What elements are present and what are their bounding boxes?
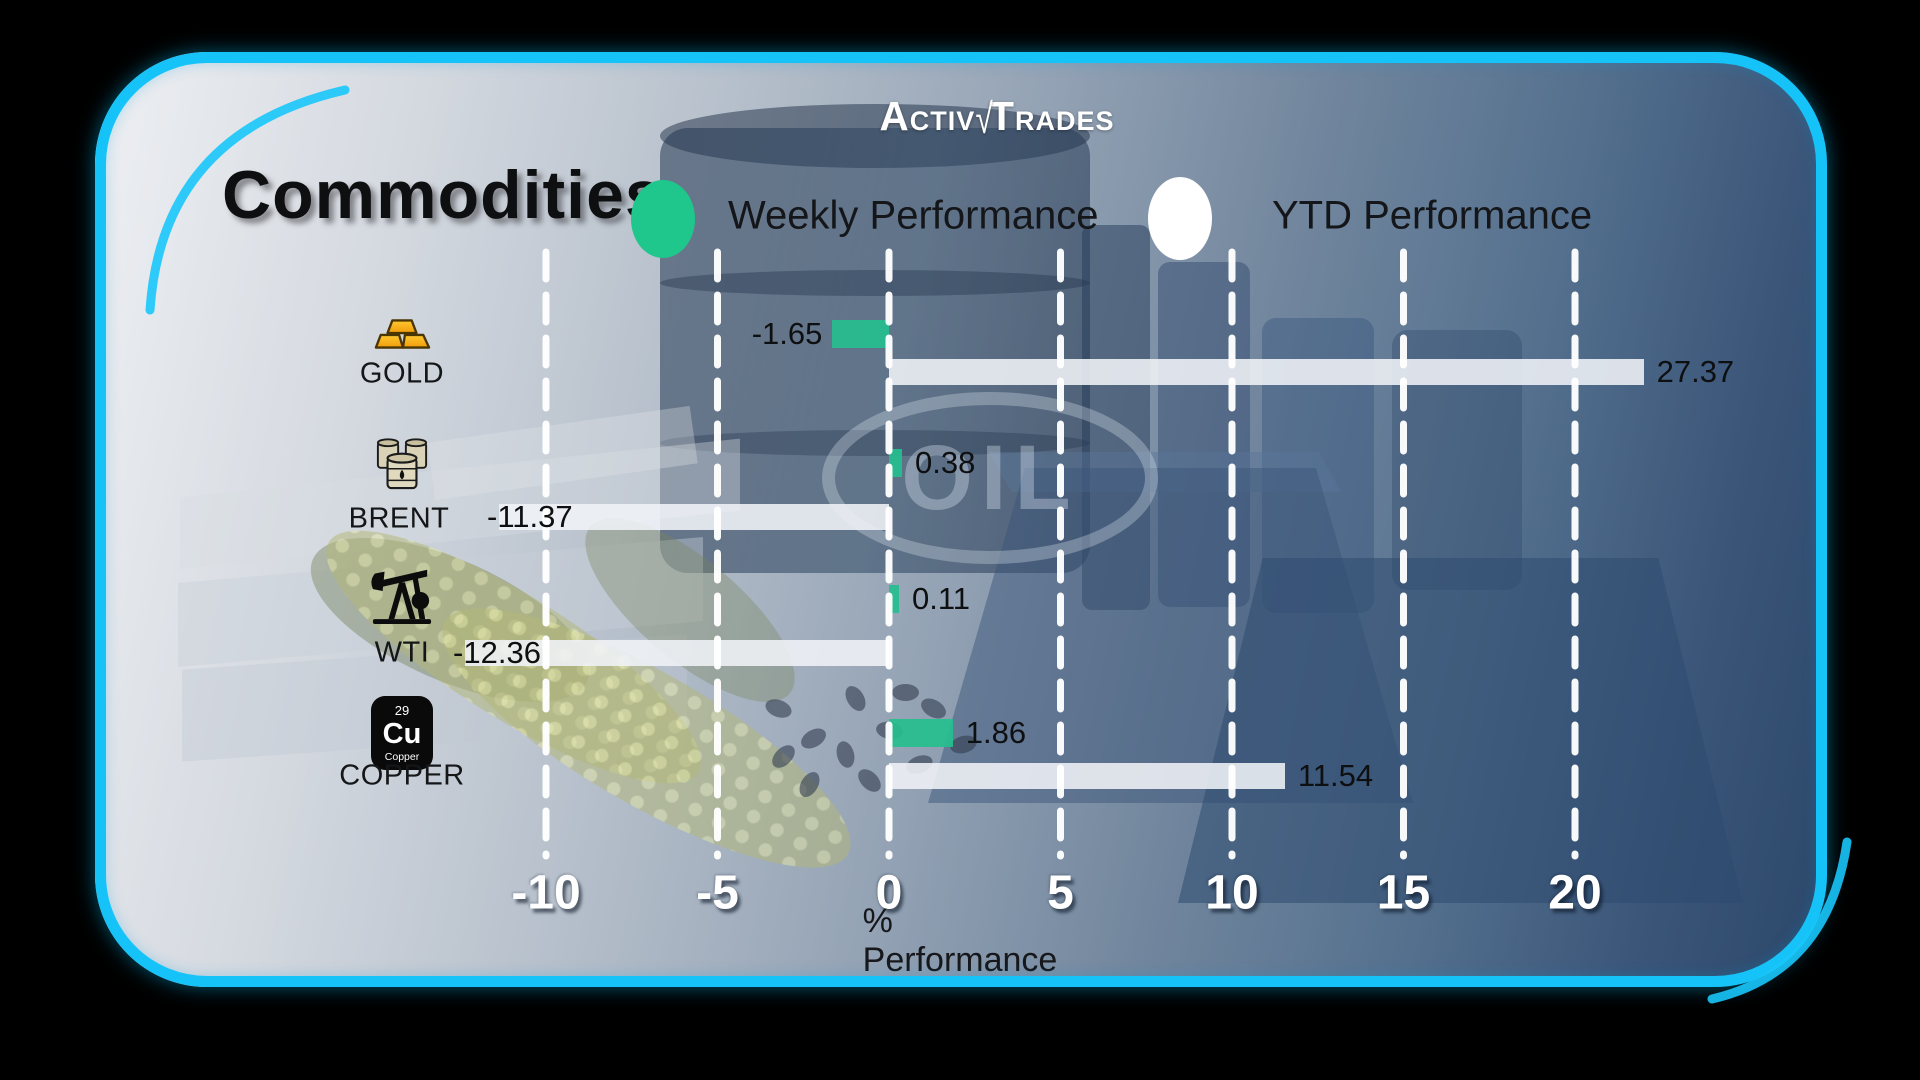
copper-symbol: Cu: [382, 717, 422, 750]
copper-atomic-number: 29: [394, 702, 410, 718]
brent-ytd-bar: [499, 504, 889, 530]
copper-name: Copper: [384, 750, 420, 763]
gold-row-label: GOLD: [359, 357, 445, 390]
wti-weekly-value: 0.11: [912, 581, 971, 616]
x-tick-10: 10: [1205, 866, 1259, 920]
x-axis-title: % Performance: [862, 902, 1058, 979]
ytd-legend-label: YTD Performance: [1272, 193, 1593, 238]
copper-ytd-value: 11.54: [1297, 758, 1374, 793]
copper-weekly-bar: [889, 719, 953, 747]
card-background: OIL ACTIV√TRADES Commodities Weekly Perf…: [95, 52, 1827, 987]
weekly-legend-dot: [631, 180, 695, 258]
gold-ytd-value: 27.37: [1656, 354, 1735, 389]
copper-weekly-value: 1.86: [965, 715, 1027, 750]
x-tick-15: 15: [1376, 866, 1431, 920]
logo-word-activ: ACTIV: [879, 93, 976, 139]
copper-row-label: COPPER: [339, 759, 465, 792]
weekly-legend-label: Weekly Performance: [728, 193, 1099, 238]
wti-ytd-bar: [465, 640, 889, 666]
gold-weekly-value: -1.65: [751, 316, 823, 351]
wti-ytd-value: -12.36: [453, 635, 541, 670]
brent-ytd-value: -11.37: [487, 499, 573, 534]
activtrades-logo: ACTIV√TRADES: [879, 92, 1115, 142]
steel-ingot-image: [1178, 558, 1743, 903]
gold-ytd-bar: [889, 359, 1644, 385]
ytd-legend-dot: [1148, 177, 1212, 260]
copper-ytd-bar: [889, 763, 1285, 789]
brent-weekly-value: 0.38: [915, 445, 976, 480]
brent-row-label: BRENT: [348, 502, 450, 535]
logo-check-icon: √: [975, 95, 994, 142]
x-tick-0: 0: [875, 866, 903, 920]
oil-barrels-icon: [375, 435, 429, 491]
gold-bars-icon: [373, 314, 431, 354]
gold-weekly-bar: [832, 320, 889, 348]
copper-element-icon: 29 Cu Copper: [371, 696, 433, 770]
x-tick-20: 20: [1548, 866, 1602, 920]
x-tick--10: -10: [511, 866, 581, 920]
gridlines: [542, 248, 1579, 860]
wti-row-label: WTI: [374, 636, 430, 669]
coffee-bean-image: [892, 684, 919, 701]
x-tick-5: 5: [1047, 866, 1074, 920]
oil-badge-text: OIL: [901, 426, 1079, 529]
x-tick--5: -5: [696, 866, 739, 920]
pumpjack-icon: [371, 555, 433, 629]
oil-barrel-ring-image: [660, 270, 1090, 296]
logo-word-trades: TRADES: [989, 93, 1115, 139]
wti-weekly-bar: [889, 585, 899, 613]
